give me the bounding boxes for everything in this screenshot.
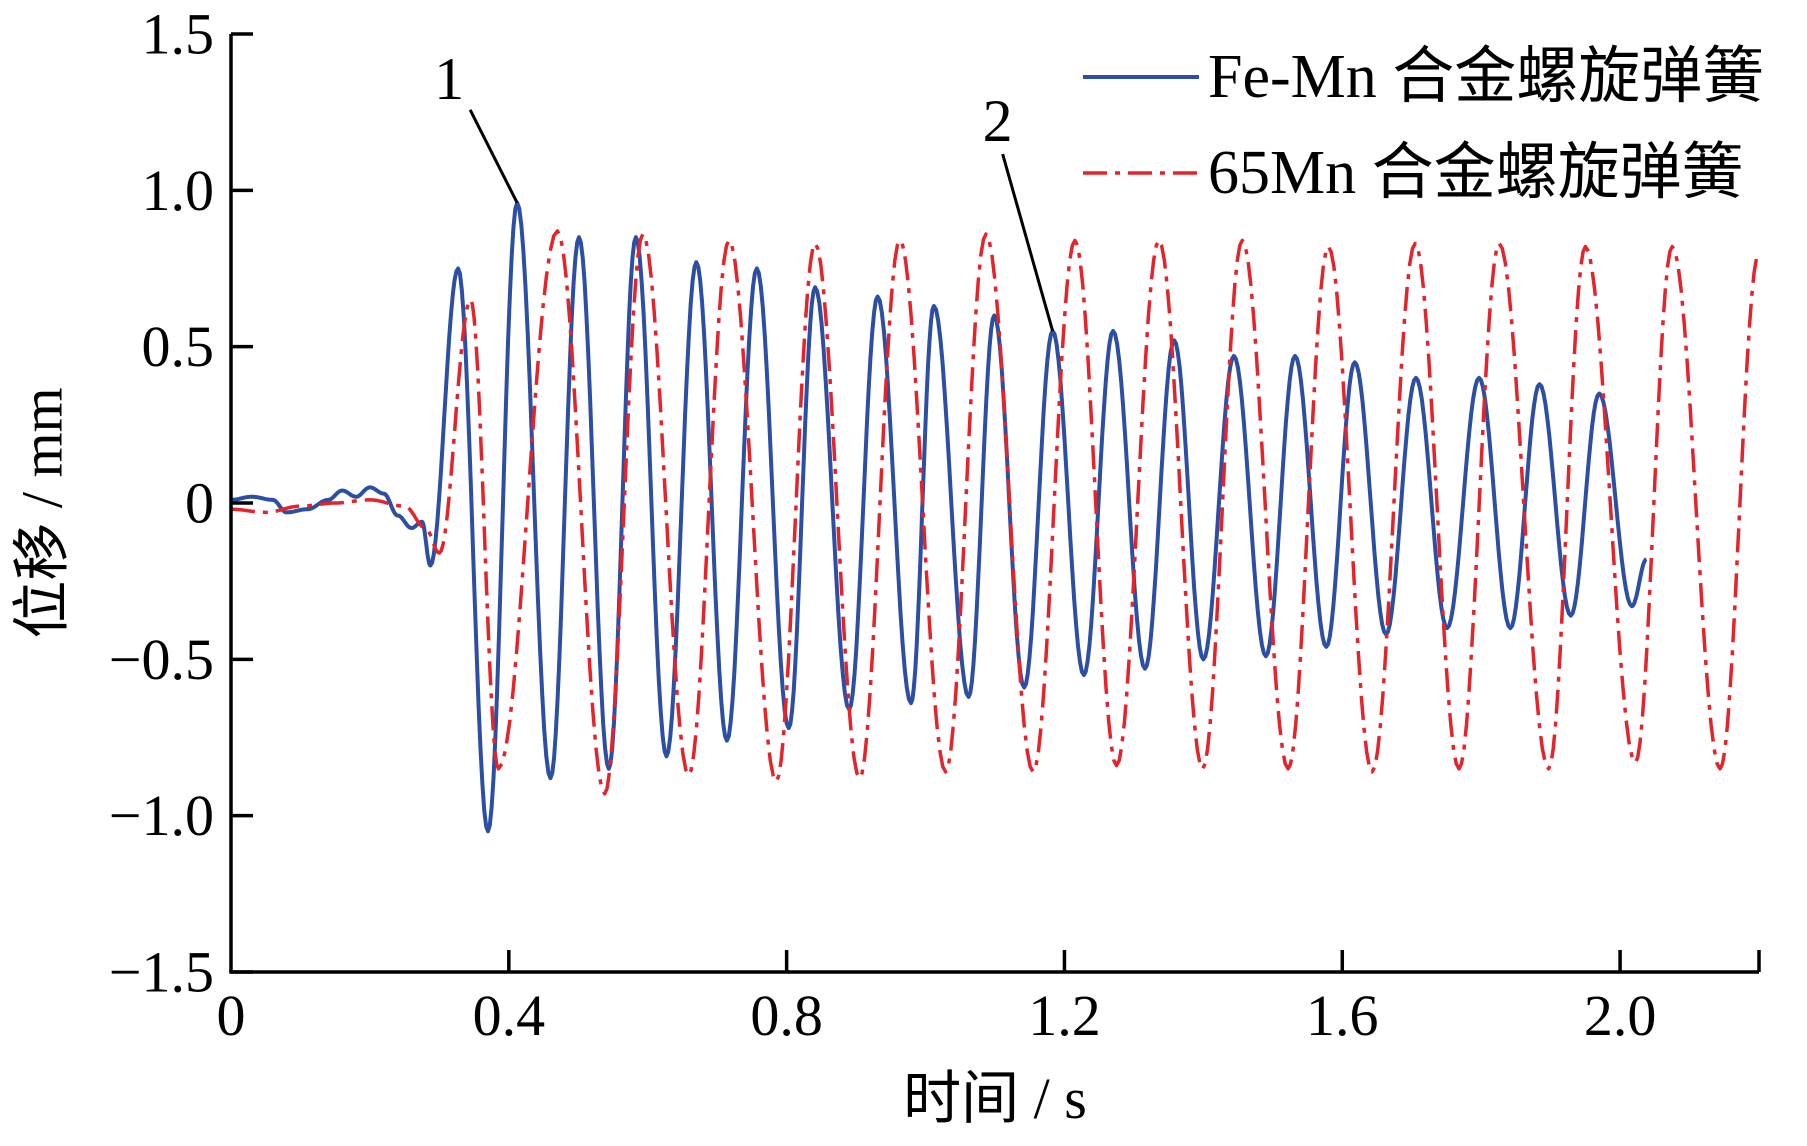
annotation-leader-2 (1001, 153, 1055, 332)
legend-label-65mn: 65Mn 合金螺旋弹簧 (1208, 139, 1744, 207)
y-tick-label: 1.0 (142, 158, 215, 223)
y-tick-label: 0.5 (142, 314, 215, 379)
annotation-label-1: 1 (434, 46, 464, 112)
x-axis-title: 时间 / s (903, 1066, 1087, 1131)
y-tick-label: 0 (185, 471, 214, 536)
y-axis-title: 位移 / mm (10, 387, 75, 638)
x-tick-label: 0.8 (750, 983, 823, 1048)
y-tick-label: −1.0 (109, 783, 214, 848)
x-tick-label: 0 (217, 983, 246, 1048)
annotation-leader-1 (468, 109, 519, 204)
annotation-label-2: 2 (983, 88, 1013, 154)
y-tick-label: −0.5 (109, 627, 214, 692)
x-tick-label: 0.4 (473, 983, 546, 1048)
x-tick-label: 2.0 (1584, 983, 1657, 1048)
y-tick-label: 1.5 (142, 2, 215, 67)
65mn-series-line (231, 229, 1761, 796)
legend-label-fe-mn: Fe-Mn 合金螺旋弹簧 (1208, 43, 1764, 111)
fe-mn-series-line (230, 200, 1648, 834)
y-tick-label: −1.5 (109, 940, 214, 1005)
ticks: 1.51.00.50−0.5−1.0−1.50 0.4 0.8 1.2 1.6 2.0 (109, 2, 1761, 1048)
x-tick-label: 1.2 (1028, 983, 1101, 1048)
series-layer (230, 200, 1761, 834)
annotations: 12 (434, 46, 1055, 332)
x-tick-label: 1.6 (1306, 983, 1379, 1048)
legend: Fe-Mn 合金螺旋弹簧 65Mn 合金螺旋弹簧 (1083, 43, 1764, 207)
